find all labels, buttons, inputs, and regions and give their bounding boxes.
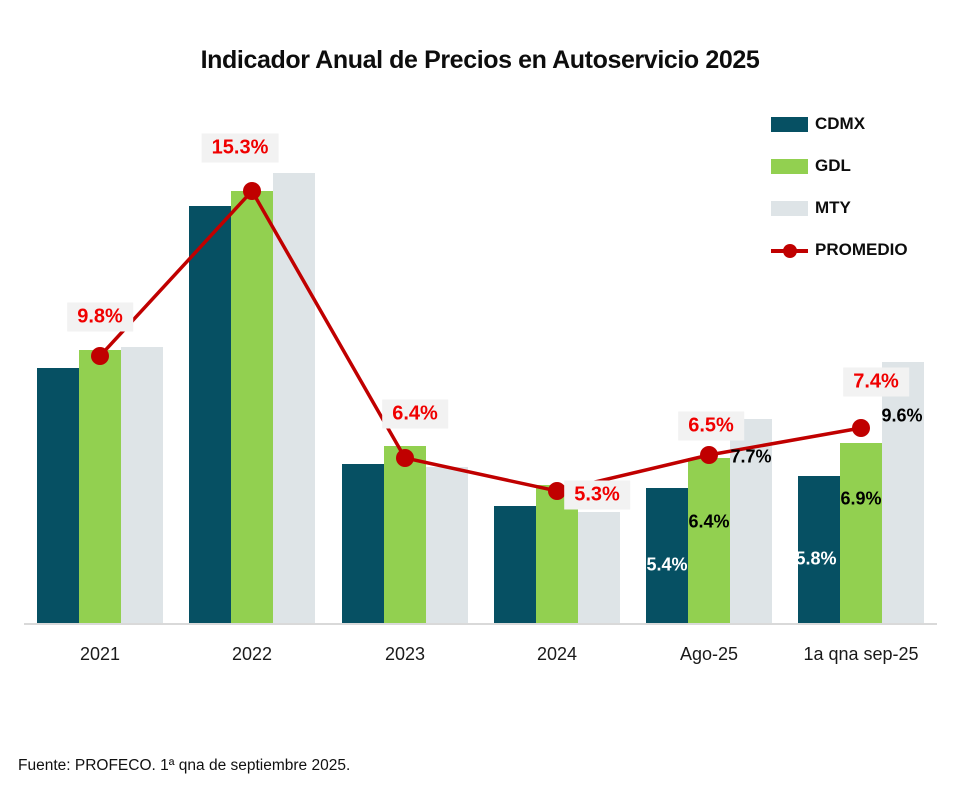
chart-title: Indicador Anual de Precios en Autoservic…: [200, 46, 760, 74]
bar-cdmx-5: [798, 476, 840, 624]
x-axis-label-0: 2021: [79, 644, 121, 664]
legend-item-promedio: PROMEDIO: [771, 240, 908, 260]
legend-label-gdl: GDL: [815, 156, 851, 175]
x-axis-label-4: Ago-25: [679, 644, 739, 664]
bar-gdl-2: [384, 446, 426, 624]
legend: CDMX GDL MTY PROMEDIO: [771, 114, 908, 282]
source-note: Fuente: PROFECO. 1ª qna de septiembre 20…: [18, 757, 351, 774]
legend-swatch-cdmx: [771, 116, 808, 132]
bar-gdl-0: [79, 350, 121, 624]
bar-label-gdl-4: 6.4%: [688, 511, 730, 532]
bar-mty-0: [121, 347, 163, 624]
legend-item-gdl: GDL: [771, 156, 908, 176]
bar-label-cdmx-4: 5.4%: [646, 554, 688, 575]
promedio-label-4: 6.5%: [678, 411, 744, 441]
bar-cdmx-0: [37, 368, 79, 624]
legend-item-mty: MTY: [771, 198, 908, 218]
bar-gdl-5: [840, 443, 882, 624]
legend-item-cdmx: CDMX: [771, 114, 908, 134]
bar-label-cdmx-5: 5.8%: [795, 548, 837, 569]
promedio-label-3: 5.3%: [564, 480, 630, 510]
x-axis-line: [24, 623, 937, 625]
bar-mty-5: [882, 362, 924, 624]
bar-gdl-1: [231, 191, 273, 624]
x-axis-label-5: 1a qna sep-25: [803, 644, 919, 664]
bar-mty-3: [578, 512, 620, 624]
legend-label-promedio: PROMEDIO: [815, 240, 908, 259]
promedio-marker-5: [852, 419, 870, 437]
bar-cdmx-2: [342, 464, 384, 624]
bar-mty-1: [273, 173, 315, 624]
bar-label-gdl-5: 6.9%: [840, 488, 882, 509]
bar-mty-2: [426, 467, 468, 624]
legend-label-cdmx: CDMX: [815, 114, 866, 133]
bar-cdmx-3: [494, 506, 536, 624]
legend-label-mty: MTY: [815, 198, 851, 217]
bar-label-mty-4: 7.7%: [730, 446, 772, 467]
legend-swatch-gdl: [771, 158, 808, 174]
x-axis-label-1: 2022: [231, 644, 273, 664]
bar-cdmx-4: [646, 488, 688, 624]
legend-swatch-mty: [771, 200, 808, 216]
promedio-label-5: 7.4%: [843, 367, 909, 397]
bar-gdl-4: [688, 458, 730, 624]
x-axis-label-3: 2024: [536, 644, 578, 664]
legend-line-marker-icon: [771, 243, 808, 258]
x-axis-label-2: 2023: [384, 644, 426, 664]
promedio-label-1: 15.3%: [201, 133, 279, 163]
bar-label-mty-5: 9.6%: [881, 405, 923, 426]
promedio-label-0: 9.8%: [67, 302, 133, 332]
promedio-label-2: 6.4%: [382, 399, 448, 429]
bar-cdmx-1: [189, 206, 231, 624]
